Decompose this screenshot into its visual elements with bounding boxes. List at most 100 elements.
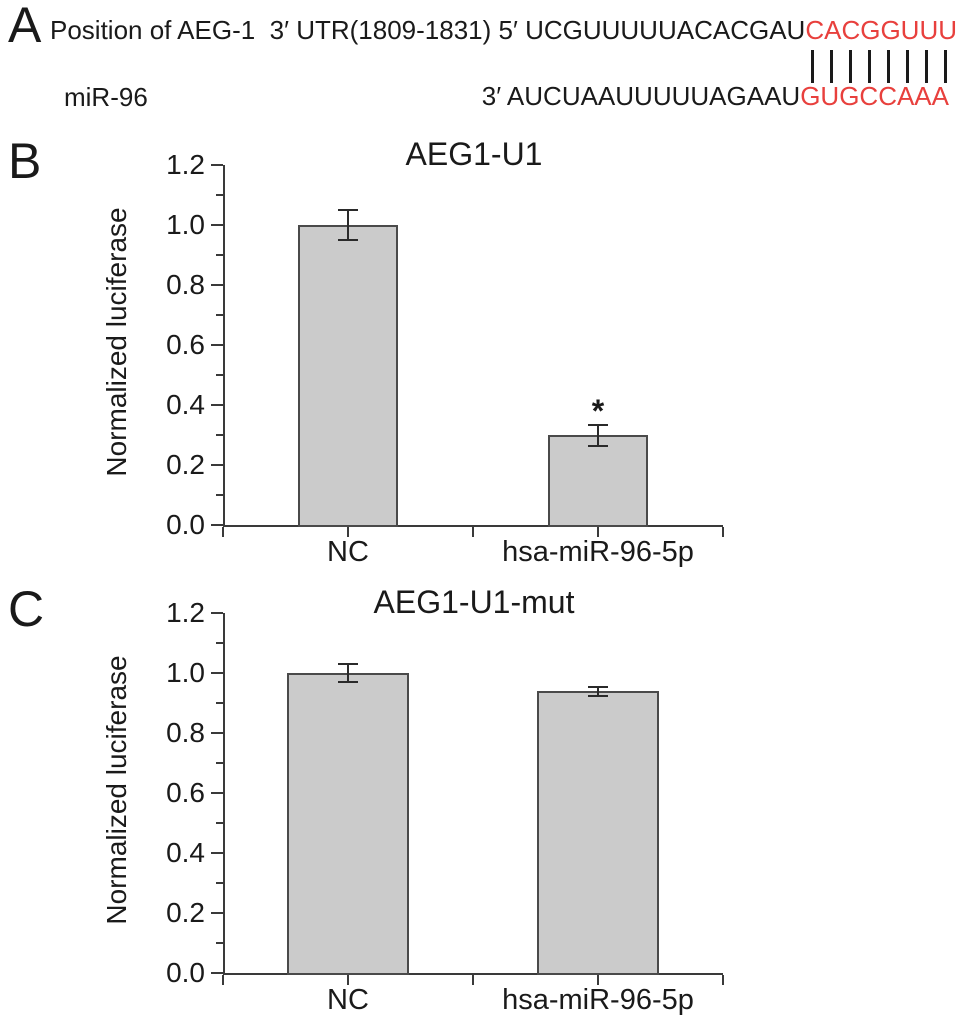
y-tick-label: 0.2 [166, 897, 205, 928]
x-tick [347, 527, 349, 537]
y-major-tick [211, 344, 223, 346]
y-minor-tick [216, 822, 223, 824]
y-tick-label: 0.6 [166, 329, 205, 360]
error-bar-bottom-cap [588, 444, 608, 447]
y-major-tick [211, 284, 223, 286]
error-bar-top-cap [588, 423, 608, 426]
x-axis [223, 973, 723, 975]
aeg1-utr-sequence-line: Position of AEG-1 3′ UTR(1809-1831) 5′ U… [50, 16, 957, 45]
error-bar-top-cap [338, 663, 358, 665]
mir96-sequence-highlight: GUGCCAAA [800, 81, 949, 111]
x-tick [347, 975, 349, 985]
y-tick-label: 1.2 [166, 149, 205, 180]
y-tick-label: 0.4 [166, 389, 205, 420]
y-axis [223, 165, 225, 527]
error-bar-bottom-cap [338, 239, 358, 241]
y-tick-label: 0.0 [166, 957, 205, 988]
x-tick [222, 975, 224, 985]
pairing-bar [849, 50, 852, 83]
x-tick [722, 527, 724, 537]
chart-b-y-axis-title: Normalized luciferase [101, 207, 132, 477]
x-category-label: hsa-miR-96-5p [502, 984, 694, 1016]
x-category-label: hsa-miR-96-5p [502, 536, 694, 568]
error-bar-bottom-cap [338, 681, 358, 683]
y-minor-tick [216, 374, 223, 376]
y-minor-tick [216, 434, 223, 436]
error-bar-bottom-cap [588, 694, 608, 697]
y-major-tick [211, 164, 223, 166]
x-category-label: NC [327, 984, 369, 1016]
pairing-bar [811, 50, 814, 83]
y-minor-tick [216, 494, 223, 496]
significance-marker: * [591, 392, 605, 429]
pairing-bar [944, 50, 947, 83]
y-tick-label: 0.0 [166, 509, 205, 540]
y-minor-tick [216, 942, 223, 944]
pairing-bar [830, 50, 833, 83]
y-major-tick [211, 404, 223, 406]
error-bar-top-cap [588, 685, 608, 688]
y-minor-tick [216, 254, 223, 256]
error-bar [597, 424, 599, 446]
x-tick [472, 975, 474, 985]
bar-hsa-mir-96-5p [537, 691, 659, 975]
bar-hsa-mir-96-5p [548, 435, 648, 527]
y-major-tick [211, 852, 223, 854]
bar-nc [298, 225, 398, 527]
x-tick [472, 527, 474, 537]
pairing-bar [868, 50, 871, 83]
y-major-tick [211, 524, 223, 526]
y-major-tick [211, 912, 223, 914]
error-bar-top-cap [338, 209, 358, 211]
y-tick-label: 1.0 [166, 657, 205, 688]
pairing-bar [906, 50, 909, 83]
chart-b-title: AEG1-U1 [405, 136, 543, 172]
y-tick-label: 0.8 [166, 269, 205, 300]
y-minor-tick [216, 762, 223, 764]
panel-b-label: B [8, 133, 42, 189]
x-tick [597, 975, 599, 985]
y-minor-tick [216, 882, 223, 884]
error-bar [347, 210, 349, 240]
pairing-bar [925, 50, 928, 83]
y-major-tick [211, 224, 223, 226]
y-tick-label: 0.4 [166, 837, 205, 868]
mir96-name-label: miR-96 [64, 82, 148, 112]
chart-c-title: AEG1-U1-mut [373, 584, 575, 620]
y-minor-tick [216, 642, 223, 644]
panel-b-bar-chart: B AEG1-U1 Normalized luciferase 0.0 0.2 0.… [0, 130, 969, 578]
panel-a-sequence-alignment: A Position of AEG-1 3′ UTR(1809-1831) 5′… [0, 0, 969, 130]
x-axis [223, 525, 723, 527]
mir96-sequence-text: 3′ AUCUAAUUUUUAGAAU [481, 81, 801, 111]
y-major-tick [211, 464, 223, 466]
y-major-tick [211, 672, 223, 674]
error-bar [347, 664, 349, 682]
x-tick [597, 527, 599, 537]
utr-sequence-text: Position of AEG-1 3′ UTR(1809-1831) 5′ U… [49, 15, 806, 45]
pairing-bar [887, 50, 890, 83]
panel-c-label: C [8, 581, 45, 637]
y-major-tick [211, 732, 223, 734]
error-bar [597, 686, 599, 696]
utr-sequence-highlight: CACGGUUU [805, 15, 957, 45]
chart-c-y-axis-title: Normalized luciferase [101, 655, 132, 925]
panel-c-bar-chart: C AEG1-U1-mut Normalized luciferase 0.0 0… [0, 578, 969, 1028]
y-tick-label: 0.2 [166, 449, 205, 480]
y-tick-label: 0.8 [166, 717, 205, 748]
base-pairing-marks [803, 50, 955, 83]
y-major-tick [211, 972, 223, 974]
y-minor-tick [216, 702, 223, 704]
y-major-tick [211, 612, 223, 614]
panel-a-label: A [8, 0, 42, 53]
y-tick-label: 1.0 [166, 209, 205, 240]
x-category-label: NC [327, 536, 369, 568]
y-tick-label: 1.2 [166, 597, 205, 628]
y-tick-label: 0.6 [166, 777, 205, 808]
y-minor-tick [216, 194, 223, 196]
x-tick [222, 527, 224, 537]
x-tick [722, 975, 724, 985]
mir96-sequence-line: 3′ AUCUAAUUUUUAGAAUGUGCCAAA [482, 82, 949, 111]
y-axis [223, 613, 225, 975]
y-major-tick [211, 792, 223, 794]
